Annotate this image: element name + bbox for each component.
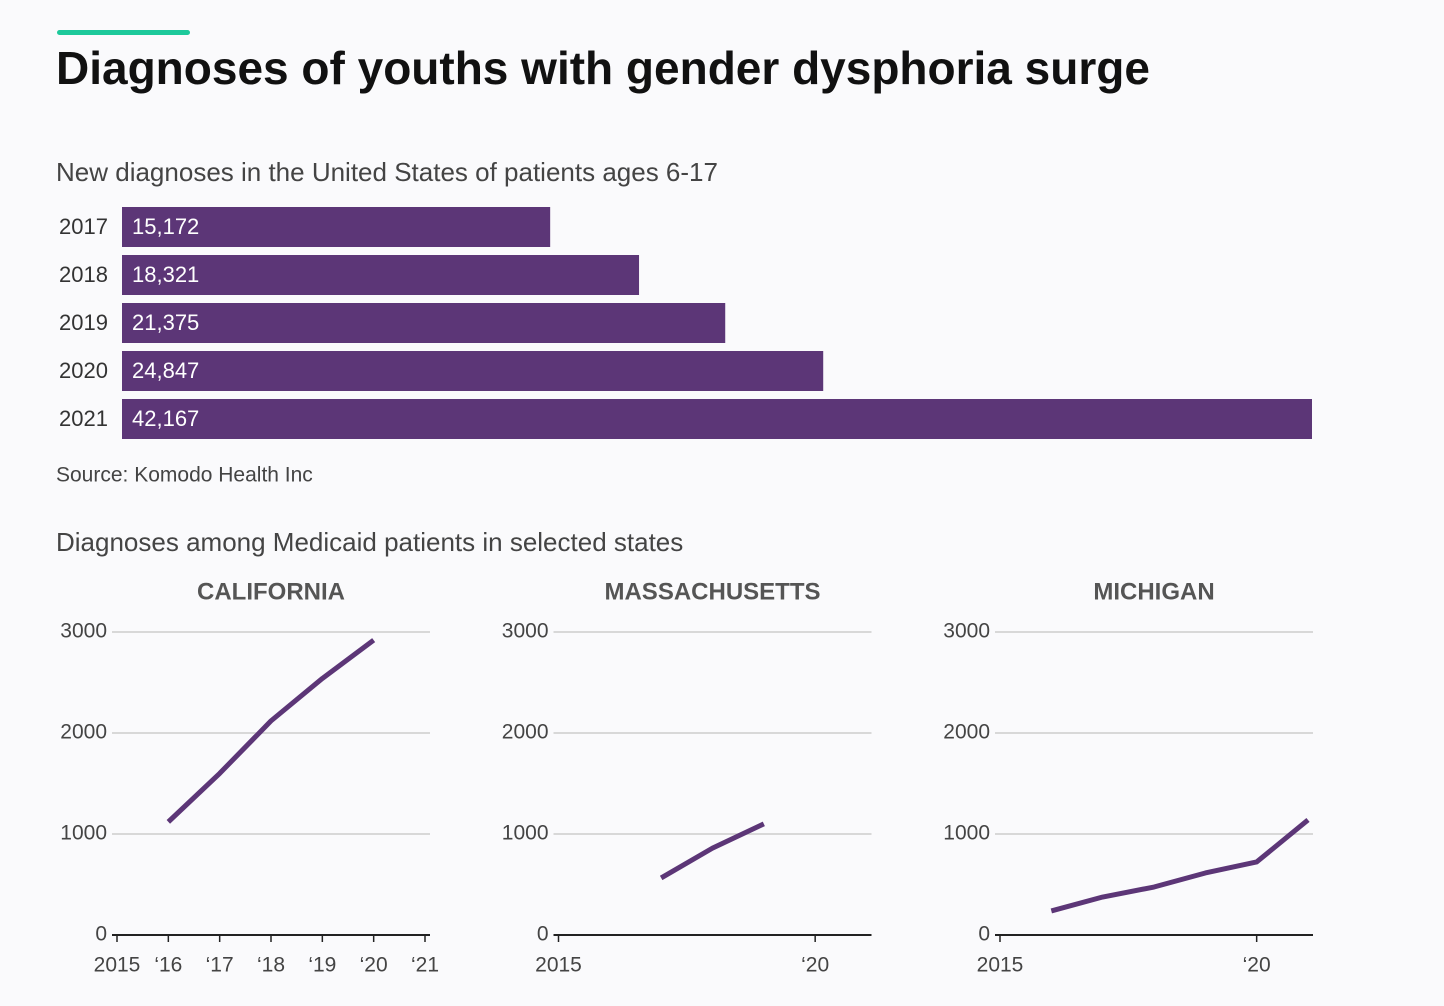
x-tick-label: ‘20 bbox=[360, 954, 388, 977]
bar bbox=[122, 399, 1312, 439]
bar bbox=[122, 303, 726, 343]
y-tick-label: 3000 bbox=[943, 620, 990, 643]
x-tick-label: ‘19 bbox=[308, 954, 336, 977]
y-tick-label: 0 bbox=[95, 923, 107, 946]
x-tick-label: ‘21 bbox=[411, 954, 439, 977]
x-tick-label: 2015 bbox=[535, 954, 582, 977]
value-label: 18,321 bbox=[132, 262, 199, 287]
bar bbox=[122, 207, 551, 247]
y-tick-label: 2017 bbox=[59, 214, 108, 239]
page-title: Diagnoses of youths with gender dysphori… bbox=[56, 42, 1150, 94]
data-line bbox=[166, 638, 376, 824]
accent-bar bbox=[57, 30, 190, 35]
data-line bbox=[659, 821, 765, 881]
y-tick-label: 0 bbox=[978, 923, 990, 946]
value-label: 24,847 bbox=[132, 358, 199, 383]
panel-title: CALIFORNIA bbox=[197, 578, 345, 605]
bar bbox=[122, 255, 640, 295]
y-tick-label: 2000 bbox=[502, 721, 549, 744]
y-tick-label: 3000 bbox=[60, 620, 107, 643]
value-label: 15,172 bbox=[132, 214, 199, 239]
y-tick-label: 1000 bbox=[60, 822, 107, 845]
y-tick-label: 2019 bbox=[59, 310, 108, 335]
y-tick-label: 1000 bbox=[502, 822, 549, 845]
panel-title: MICHIGAN bbox=[1093, 578, 1214, 605]
x-tick-label: ‘17 bbox=[206, 954, 234, 977]
y-tick-label: 2018 bbox=[59, 262, 108, 287]
value-label: 42,167 bbox=[132, 406, 199, 431]
y-tick-label: 0 bbox=[537, 923, 549, 946]
y-tick-label: 2000 bbox=[943, 721, 990, 744]
bar bbox=[122, 351, 824, 391]
panel-title: MASSACHUSETTS bbox=[604, 578, 820, 605]
x-tick-label: 2015 bbox=[94, 954, 141, 977]
section-title: Diagnoses among Medicaid patients in sel… bbox=[56, 527, 683, 557]
x-tick-label: ‘20 bbox=[801, 954, 829, 977]
chart-subtitle: New diagnoses in the United States of pa… bbox=[56, 157, 718, 187]
value-label: 21,375 bbox=[132, 310, 199, 335]
x-tick-label: ‘18 bbox=[257, 954, 285, 977]
y-tick-label: 3000 bbox=[502, 620, 549, 643]
y-tick-label: 2000 bbox=[60, 721, 107, 744]
source-note: Source: Komodo Health Inc bbox=[56, 464, 313, 487]
y-tick-label: 2021 bbox=[59, 406, 108, 431]
x-tick-label: 2015 bbox=[977, 954, 1024, 977]
x-tick-label: ‘20 bbox=[1243, 954, 1271, 977]
y-tick-label: 1000 bbox=[943, 822, 990, 845]
x-tick-label: ‘16 bbox=[154, 954, 182, 977]
y-tick-label: 2020 bbox=[59, 358, 108, 383]
data-line bbox=[1050, 818, 1310, 914]
